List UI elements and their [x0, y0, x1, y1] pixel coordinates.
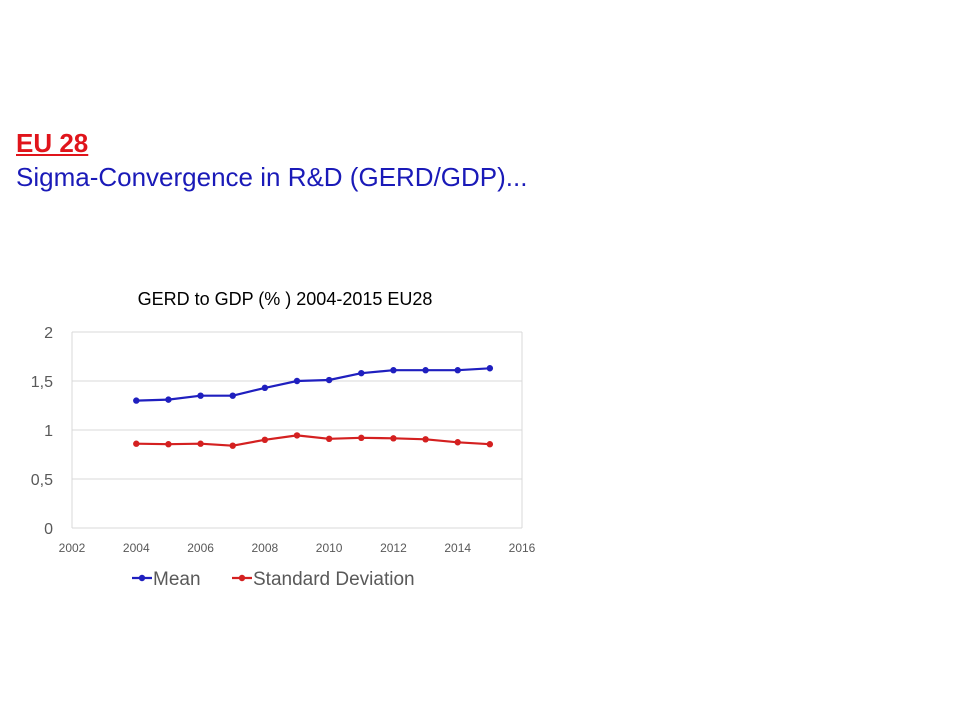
data-point [390, 435, 397, 442]
data-point [229, 392, 236, 399]
x-tick-label: 2004 [123, 541, 150, 555]
series-line [136, 434, 490, 447]
data-point [165, 396, 172, 403]
data-point [229, 442, 236, 449]
x-tick-label: 2010 [316, 541, 343, 555]
legend-label: Mean [153, 569, 201, 590]
legend-swatch-marker [138, 574, 146, 582]
slide-subtitle: Sigma-Convergence in R&D (GERD/GDP)... [16, 162, 528, 192]
data-point [454, 439, 461, 446]
x-tick-label: 2016 [509, 541, 536, 555]
x-tick-label: 2012 [380, 541, 407, 555]
slide-title: EU 28 [16, 128, 89, 158]
data-point [133, 440, 140, 447]
data-point [325, 376, 333, 384]
x-tick-label: 2002 [59, 541, 86, 555]
chart-legend: Mean Standard Deviation [132, 569, 415, 590]
legend-label: Standard Deviation [253, 569, 415, 590]
x-tick-label: 2006 [187, 541, 214, 555]
data-point [197, 392, 204, 399]
y-tick-label: 2 [44, 325, 53, 342]
data-point [293, 377, 301, 385]
x-tick-label: 2014 [444, 541, 471, 555]
legend-swatch-marker [238, 574, 246, 582]
y-tick-label: 1,5 [31, 374, 53, 391]
data-point [422, 367, 429, 374]
series-group [133, 365, 494, 449]
data-point [358, 434, 365, 442]
y-tick-label: 0,5 [31, 472, 53, 489]
data-point [261, 436, 269, 443]
axis-ticks: 0 0,5 1 1,5 2 2002 2004 2006 2008 2010 2012 2014 201… [31, 325, 536, 555]
data-point [454, 367, 461, 374]
chart-title: GERD to GDP (% ) 2004-2015 EU28 [138, 289, 433, 309]
data-point [486, 365, 494, 372]
series-0 [133, 365, 494, 404]
data-point [390, 367, 397, 374]
y-tick-label: 0 [44, 521, 53, 538]
slide-heading: EU 28 Sigma-Convergence in R&D (GERD/GDP… [16, 126, 916, 194]
series-line [136, 367, 490, 402]
series-1 [133, 432, 494, 449]
data-point [197, 440, 204, 447]
data-point [486, 441, 494, 448]
legend-item: Mean [132, 569, 201, 590]
legend-item: Standard Deviation [232, 569, 415, 590]
x-tick-label: 2008 [252, 541, 279, 555]
data-point [261, 384, 269, 392]
data-point [165, 441, 172, 448]
y-tick-label: 1 [44, 423, 53, 440]
data-point [133, 397, 140, 404]
data-point [422, 436, 429, 443]
data-point [358, 369, 365, 377]
data-point [293, 432, 301, 439]
data-point [325, 435, 333, 443]
grid-lines [71, 331, 523, 529]
